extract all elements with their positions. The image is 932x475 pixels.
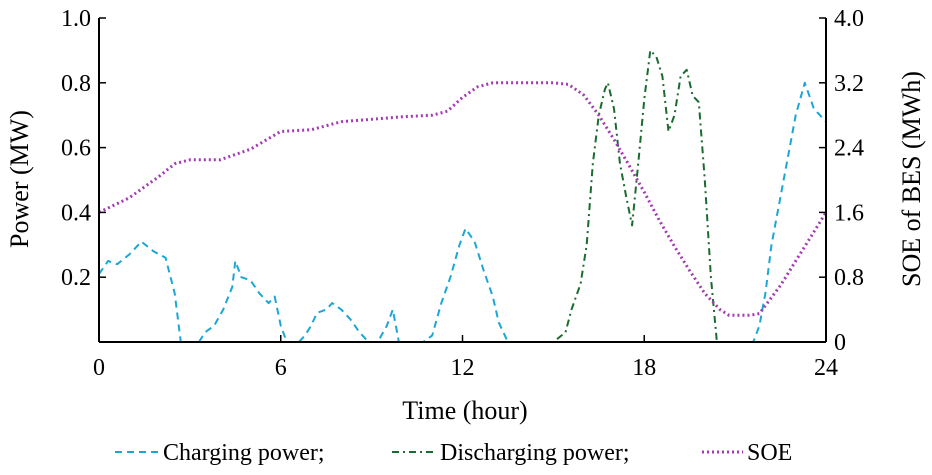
y-right-tick-label: 1.6 bbox=[834, 200, 864, 226]
axes bbox=[98, 18, 827, 343]
legend-label-discharging: Discharging power; bbox=[440, 440, 630, 466]
y-left-tick-label: 0.4 bbox=[61, 200, 91, 226]
y-left-tick-label: 1.0 bbox=[61, 6, 91, 32]
y-right-tick-label: 0.8 bbox=[834, 265, 864, 291]
legend-label-charging: Charging power; bbox=[163, 440, 325, 466]
tick-labels: 0 6 12 18 24 1.0 0.8 0.6 0.4 0.2 4.0 3.2 2.4 1.6 0.8 0 bbox=[61, 6, 864, 381]
soe-line bbox=[98, 81, 828, 317]
legend: Charging power; Discharging power; SOE bbox=[115, 440, 792, 466]
x-tick-label: 0 bbox=[93, 355, 105, 381]
y-right-tick-label: 2.4 bbox=[834, 136, 864, 162]
x-axis-title: Time (hour) bbox=[402, 396, 527, 425]
charging-power-line bbox=[98, 81, 827, 343]
y-right-tick-label: 4.0 bbox=[834, 6, 864, 32]
y-left-tick-label: 0.6 bbox=[61, 136, 91, 162]
x-tick-label: 12 bbox=[451, 355, 475, 381]
y-axis-title-right: SOE of BES (MWh) bbox=[897, 71, 926, 287]
y-axis-title-left: Power (MW) bbox=[5, 110, 34, 248]
series-lines bbox=[98, 49, 828, 343]
x-tick-label: 24 bbox=[814, 355, 838, 381]
y-left-tick-label: 0.2 bbox=[61, 265, 91, 291]
y-left-tick-label: 0.8 bbox=[61, 71, 91, 97]
x-tick-label: 18 bbox=[632, 355, 656, 381]
x-tick-label: 6 bbox=[275, 355, 287, 381]
legend-label-soe: SOE bbox=[747, 440, 792, 466]
y-right-tick-label: 3.2 bbox=[834, 71, 864, 97]
y-right-tick-label: 0 bbox=[834, 330, 846, 356]
discharging-power-line bbox=[99, 49, 826, 343]
